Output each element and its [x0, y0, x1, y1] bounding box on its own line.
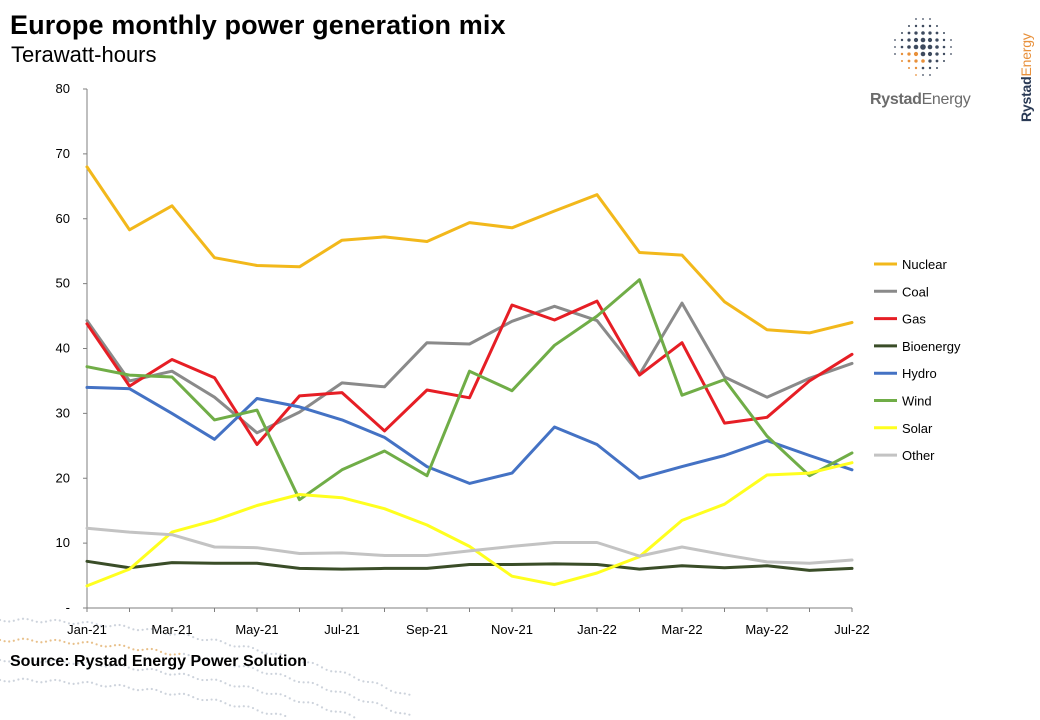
chart-series: [85, 165, 854, 588]
x-tick-label: Mar-21: [151, 622, 192, 637]
y-tick-label: 60: [56, 211, 70, 226]
chart-axes: - 10 20 30 40 50 60 70 80 Jan-21 Mar-21 May-21 Jul-2…: [56, 81, 870, 637]
series-line-gas: [85, 299, 854, 446]
x-tick-label: Mar-22: [661, 622, 702, 637]
logo-word-primary: Rystad: [870, 91, 922, 108]
y-tick-label: 20: [56, 470, 70, 485]
series-line-nuclear: [85, 165, 854, 335]
series-line-other: [85, 526, 854, 565]
legend-label: Hydro: [902, 366, 937, 381]
x-tick-label: Jul-21: [324, 622, 359, 637]
y-tick-label: 10: [56, 535, 70, 550]
x-tick-label: Jul-22: [834, 622, 869, 637]
y-tick-label: 50: [56, 276, 70, 291]
x-tick-label: Jan-22: [577, 622, 617, 637]
y-tick-label: 80: [56, 81, 70, 96]
legend-item-hydro: Hydro: [874, 366, 937, 381]
y-tick-label: 30: [56, 405, 70, 420]
legend-item-wind: Wind: [874, 394, 932, 409]
legend-item-other: Other: [874, 448, 935, 463]
x-tick-label: Nov-21: [491, 622, 533, 637]
legend-item-solar: Solar: [874, 421, 933, 436]
legend-item-bioenergy: Bioenergy: [874, 339, 961, 354]
y-tick-label: 70: [56, 146, 70, 161]
y-tick-label: -: [66, 600, 70, 615]
company-logo: RystadEnergy: [870, 91, 971, 109]
chart-subtitle: Terawatt-hours: [11, 42, 157, 67]
legend-label: Solar: [902, 421, 933, 436]
legend-item-coal: Coal: [874, 284, 929, 299]
legend-label: Wind: [902, 394, 932, 409]
chart-title: Europe monthly power generation mix: [10, 10, 506, 40]
x-tick-label: May-21: [235, 622, 278, 637]
series-line-solar: [85, 461, 854, 588]
source-note: Source: Rystad Energy Power Solution: [10, 653, 307, 670]
x-tick-label: Jan-21: [67, 622, 107, 637]
legend-label: Bioenergy: [902, 339, 961, 354]
x-tick-label: May-22: [745, 622, 788, 637]
y-tick-label: 40: [56, 341, 70, 356]
chart-legend: Nuclear Coal Gas Bioenergy Hydro Wind Solar Oth…: [874, 257, 961, 463]
series-line-hydro: [85, 385, 854, 485]
legend-label: Gas: [902, 312, 926, 327]
legend-item-nuclear: Nuclear: [874, 257, 947, 272]
legend-item-gas: Gas: [874, 312, 926, 327]
series-line-coal: [85, 301, 854, 435]
legend-label: Nuclear: [902, 257, 947, 272]
x-tick-label: Sep-21: [406, 622, 448, 637]
series-line-wind: [85, 278, 854, 502]
legend-label: Coal: [902, 284, 929, 299]
series-line-bioenergy: [85, 559, 854, 572]
legend-label: Other: [902, 448, 935, 463]
logo-word-secondary: Energy: [921, 91, 971, 108]
